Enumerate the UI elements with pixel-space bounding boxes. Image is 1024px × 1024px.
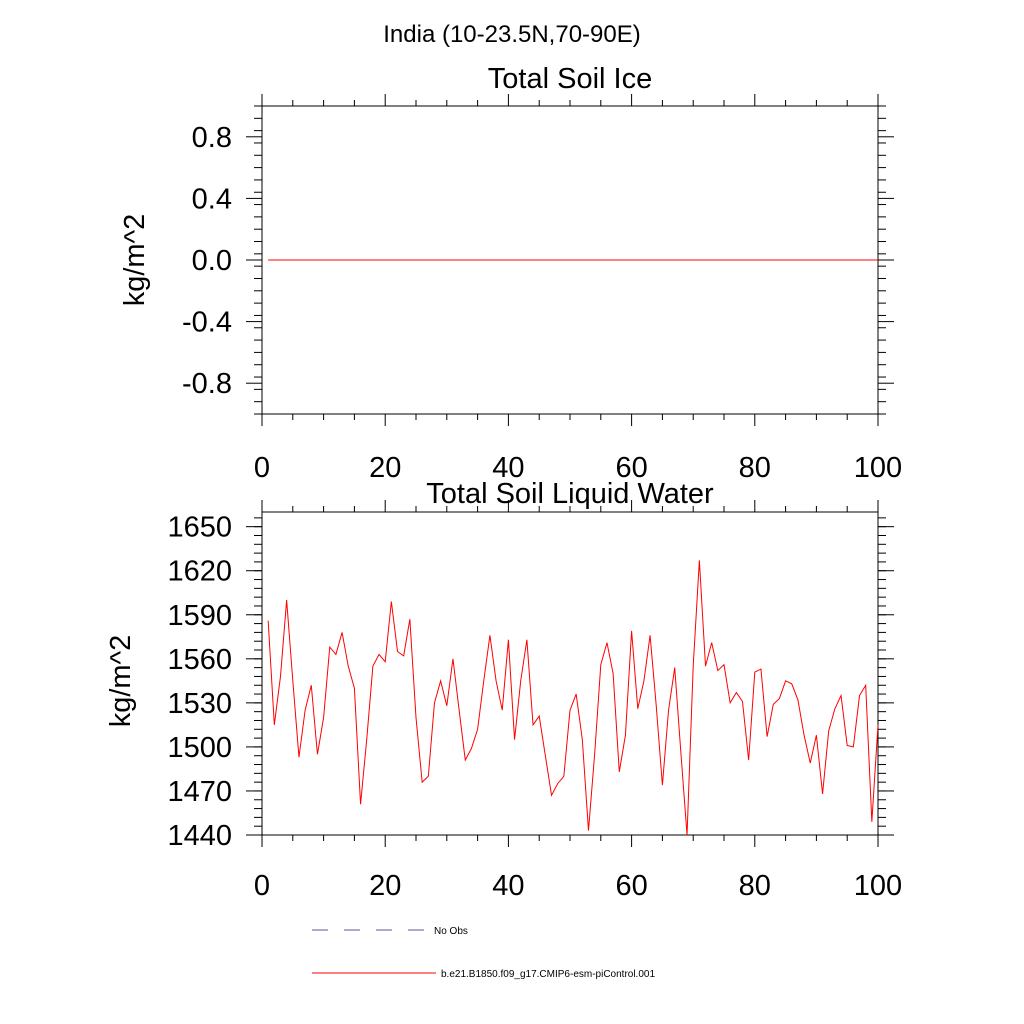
y-tick-label-soil-ice: 0.0 bbox=[192, 245, 232, 277]
x-tick-label-soil-liquid-water: 0 bbox=[254, 870, 270, 902]
x-tick-label-soil-ice: 60 bbox=[615, 452, 647, 484]
panel-total-soil-liquid-water: Total Soil Liquid Water kg/m^2 0 20 40 60 80… bbox=[105, 478, 902, 902]
y-tick-label-soil-liquid-water: 1500 bbox=[167, 732, 232, 764]
x-tick-label-soil-ice: 20 bbox=[369, 452, 401, 484]
y-tick-label-soil-liquid-water: 1560 bbox=[167, 644, 232, 676]
x-tick-label-soil-ice: 100 bbox=[854, 452, 902, 484]
y-tick-label-soil-ice: 0.4 bbox=[192, 183, 232, 215]
y-tick-label-soil-liquid-water: 1440 bbox=[167, 820, 232, 852]
x-tick-label-soil-liquid-water: 80 bbox=[739, 870, 771, 902]
y-axis-label-soil-liquid-water: kg/m^2 bbox=[105, 635, 137, 728]
series-lines-soil-liquid-water bbox=[267, 560, 879, 836]
y-tick-label-soil-liquid-water: 1650 bbox=[167, 512, 232, 544]
axes-frame-soil-ice: 0 20 40 60 80 100 0.8 0.4 0.0 -0.4 -0.8 bbox=[182, 94, 902, 484]
y-tick-label-soil-ice: -0.8 bbox=[182, 368, 232, 400]
legend-label-no-obs: No Obs bbox=[434, 926, 468, 937]
x-tick-label-soil-ice: 80 bbox=[739, 452, 771, 484]
figure-suptitle: India (10-23.5N,70-90E) bbox=[383, 21, 640, 48]
y-tick-label-soil-liquid-water: 1590 bbox=[167, 600, 232, 632]
panel-total-soil-ice: Total Soil Ice kg/m^2 0 20 40 60 80 100 0.8 0.4… bbox=[119, 63, 902, 484]
y-tick-label-soil-liquid-water: 1530 bbox=[167, 688, 232, 720]
y-tick-label-soil-ice: 0.8 bbox=[192, 122, 232, 154]
y-axis-label-soil-ice: kg/m^2 bbox=[119, 214, 151, 307]
y-tick-label-soil-liquid-water: 1470 bbox=[167, 776, 232, 808]
x-tick-label-soil-ice: 40 bbox=[492, 452, 524, 484]
x-tick-label-soil-liquid-water: 60 bbox=[615, 870, 647, 902]
x-tick-label-soil-liquid-water: 40 bbox=[492, 870, 524, 902]
axes-frame-soil-liquid-water: 0 20 40 60 80 100 1650 1620 1590 1560 1530 1500 1470… bbox=[167, 500, 902, 902]
series-line-soil-liquid-water bbox=[267, 560, 879, 836]
panel-title-soil-liquid-water: Total Soil Liquid Water bbox=[426, 478, 714, 510]
y-tick-label-soil-liquid-water: 1620 bbox=[167, 556, 232, 588]
panel-title-soil-ice: Total Soil Ice bbox=[488, 63, 652, 95]
plot-frame-soil-liquid-water bbox=[261, 511, 879, 836]
legend: No Obs b.e21.B1850.f09_g17.CMIP6-esm-piC… bbox=[312, 926, 655, 980]
legend-label-picontrol: b.e21.B1850.f09_g17.CMIP6-esm-piControl.… bbox=[441, 969, 655, 980]
x-tick-label-soil-liquid-water: 20 bbox=[369, 870, 401, 902]
x-tick-label-soil-ice: 0 bbox=[254, 452, 270, 484]
x-tick-label-soil-liquid-water: 100 bbox=[854, 870, 902, 902]
y-tick-label-soil-ice: -0.4 bbox=[182, 307, 232, 339]
